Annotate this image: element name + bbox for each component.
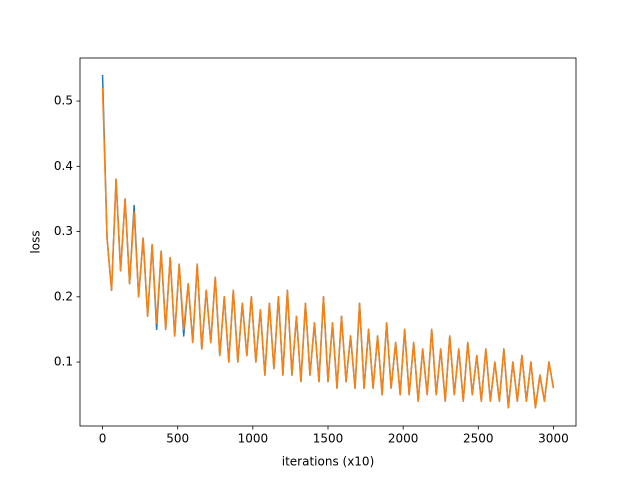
x-tick-label: 1000 [238, 432, 269, 446]
x-tick-label: 1500 [313, 432, 344, 446]
plot-frame [79, 57, 577, 427]
x-tick-label: 2000 [388, 432, 419, 446]
y-tick-label: 0.4 [54, 159, 73, 173]
y-tick-label: 0.5 [54, 94, 73, 108]
x-axis-label: iterations (x10) [282, 455, 375, 469]
x-tick-label: 2500 [463, 432, 494, 446]
x-tick-label: 3000 [538, 432, 569, 446]
y-tick-label: 0.3 [54, 224, 73, 238]
y-tick-label: 0.1 [54, 355, 73, 369]
x-tick-label: 0 [99, 432, 107, 446]
y-axis-label: loss [29, 230, 43, 253]
x-tick-label: 500 [166, 432, 189, 446]
loss-line [101, 87, 555, 409]
y-tick-label: 0.2 [54, 289, 73, 303]
